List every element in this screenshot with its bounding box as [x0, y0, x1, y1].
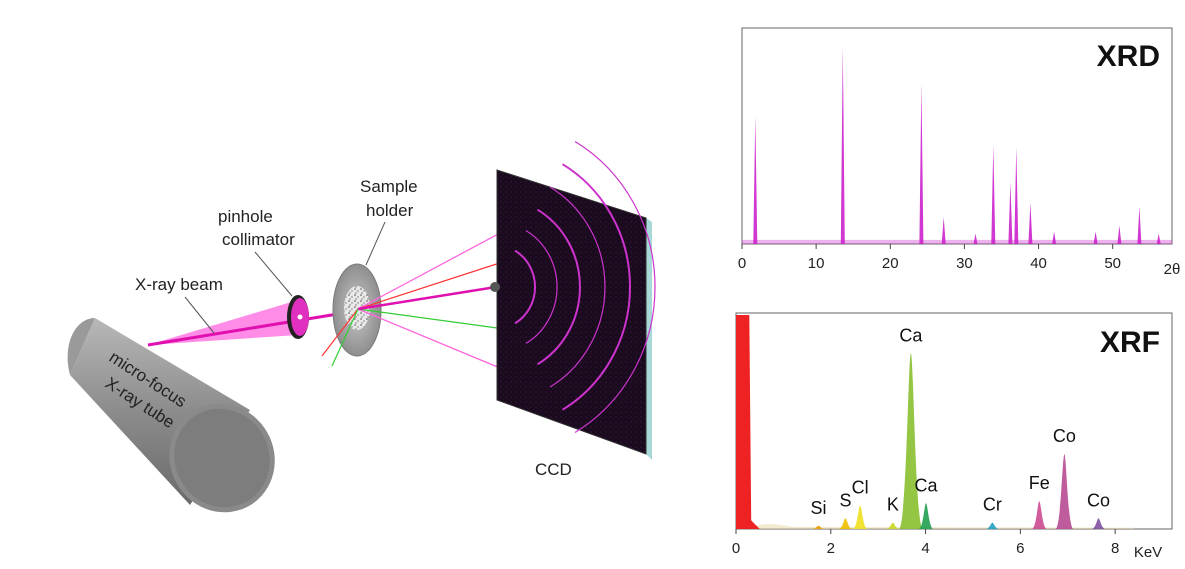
diffraction-ring	[514, 249, 536, 325]
holder-label-line2: holder	[366, 201, 414, 220]
xrd-peak	[753, 116, 758, 244]
xrf-peak-label: Ca	[899, 326, 923, 346]
xrf-peak	[1091, 518, 1106, 529]
xrf-peak-label: Ca	[915, 475, 939, 495]
xrf-plot-frame	[735, 312, 1173, 530]
xray-beam-core	[147, 310, 351, 347]
xrf-peak	[985, 522, 1000, 529]
xrd-peak	[1014, 147, 1019, 244]
xrd-peak	[1028, 202, 1033, 244]
xrd-peak	[1093, 231, 1098, 244]
xrf-peak	[1031, 501, 1047, 529]
xrf-peak-label: Si	[810, 498, 826, 518]
xrd-tick-label: 0	[738, 255, 746, 272]
holder-leader	[365, 221, 386, 266]
xrd-tick-label: 50	[1104, 255, 1121, 272]
xrf-tick-label: 6	[1016, 540, 1024, 557]
xrd-baseline	[742, 239, 1172, 244]
xrd-peak	[1137, 206, 1142, 244]
xrf-low-energy-peak	[736, 315, 760, 529]
xrf-peak	[898, 353, 923, 529]
xrd-setup-diagram: micro-focus X-ray tube X-ray beam pinhol…	[67, 140, 656, 513]
diffraction-ring	[574, 140, 656, 434]
xrf-peak	[811, 525, 826, 529]
pinhole-collimator	[287, 295, 309, 339]
diffraction-ring	[536, 208, 581, 366]
diffraction-ring	[561, 163, 631, 411]
xrf-tick-label: 2	[827, 540, 835, 557]
xrf-peak-label: Co	[1053, 426, 1076, 446]
beam-label: X-ray beam	[135, 275, 223, 294]
xrf-title: XRF	[1100, 326, 1160, 359]
xray-tube: micro-focus X-ray tube	[67, 318, 275, 513]
ccd-detector	[490, 140, 656, 460]
xrf-tick-label: 8	[1111, 540, 1119, 557]
xrf-peak-label: Cl	[852, 477, 869, 497]
beam-leader	[184, 296, 215, 334]
xrd-peak	[919, 83, 924, 244]
diffraction-ring	[549, 186, 606, 388]
xrf-peak	[1055, 454, 1074, 529]
xrd-peak	[1156, 233, 1161, 244]
xrf-peak-label: Cr	[983, 495, 1002, 515]
xrf-peak-label: Co	[1087, 490, 1110, 510]
xrd-peak	[991, 145, 996, 244]
collimator-label-line1: pinhole	[218, 207, 273, 226]
xrd-tick-label: 20	[882, 255, 899, 272]
xrd-peak	[1052, 231, 1057, 244]
beam-stop	[490, 282, 500, 292]
xrf-tick-label: 0	[732, 540, 740, 557]
holder-label-line1: Sample	[360, 177, 418, 196]
xrf-tick-label: 4	[921, 540, 929, 557]
xrd-peak	[1117, 225, 1122, 244]
xrd-peak	[973, 233, 978, 244]
xrd-plot-frame	[741, 27, 1173, 245]
xrd-tick-label: 40	[1030, 255, 1047, 272]
xrd-tick-label: 30	[956, 255, 973, 272]
xrf-peak	[838, 518, 853, 529]
xrd-x-axis-label: 2θ	[1164, 261, 1181, 278]
collimator-leader	[254, 251, 293, 297]
diffraction-rings	[514, 140, 656, 434]
xrf-x-axis-label: KeV	[1134, 544, 1162, 561]
xrf-peak-label: K	[887, 495, 899, 515]
xray-beam-cone	[148, 300, 298, 345]
xrd-peak	[1008, 182, 1013, 244]
xrd-tick-label: 10	[808, 255, 825, 272]
xrf-peak	[852, 505, 868, 529]
xrf-chart: XRF Si SCl K Ca Ca Cr Fe Co Co 0 2 4 6 8 KeV	[732, 312, 1173, 561]
xrf-peak-label: S	[839, 490, 851, 510]
xrf-peak	[918, 503, 934, 529]
xrf-peak	[885, 522, 900, 529]
xrf-peak-label: Fe	[1029, 473, 1050, 493]
xrd-title: XRD	[1097, 40, 1160, 73]
ccd-label: CCD	[535, 460, 572, 479]
xrd-peak	[840, 46, 845, 245]
diffraction-ring	[525, 230, 558, 344]
collimator-label-line2: collimator	[222, 230, 295, 249]
xrd-chart: XRD 0 10 20 30 40 50 2θ	[738, 27, 1181, 278]
xrd-peak	[941, 217, 946, 244]
